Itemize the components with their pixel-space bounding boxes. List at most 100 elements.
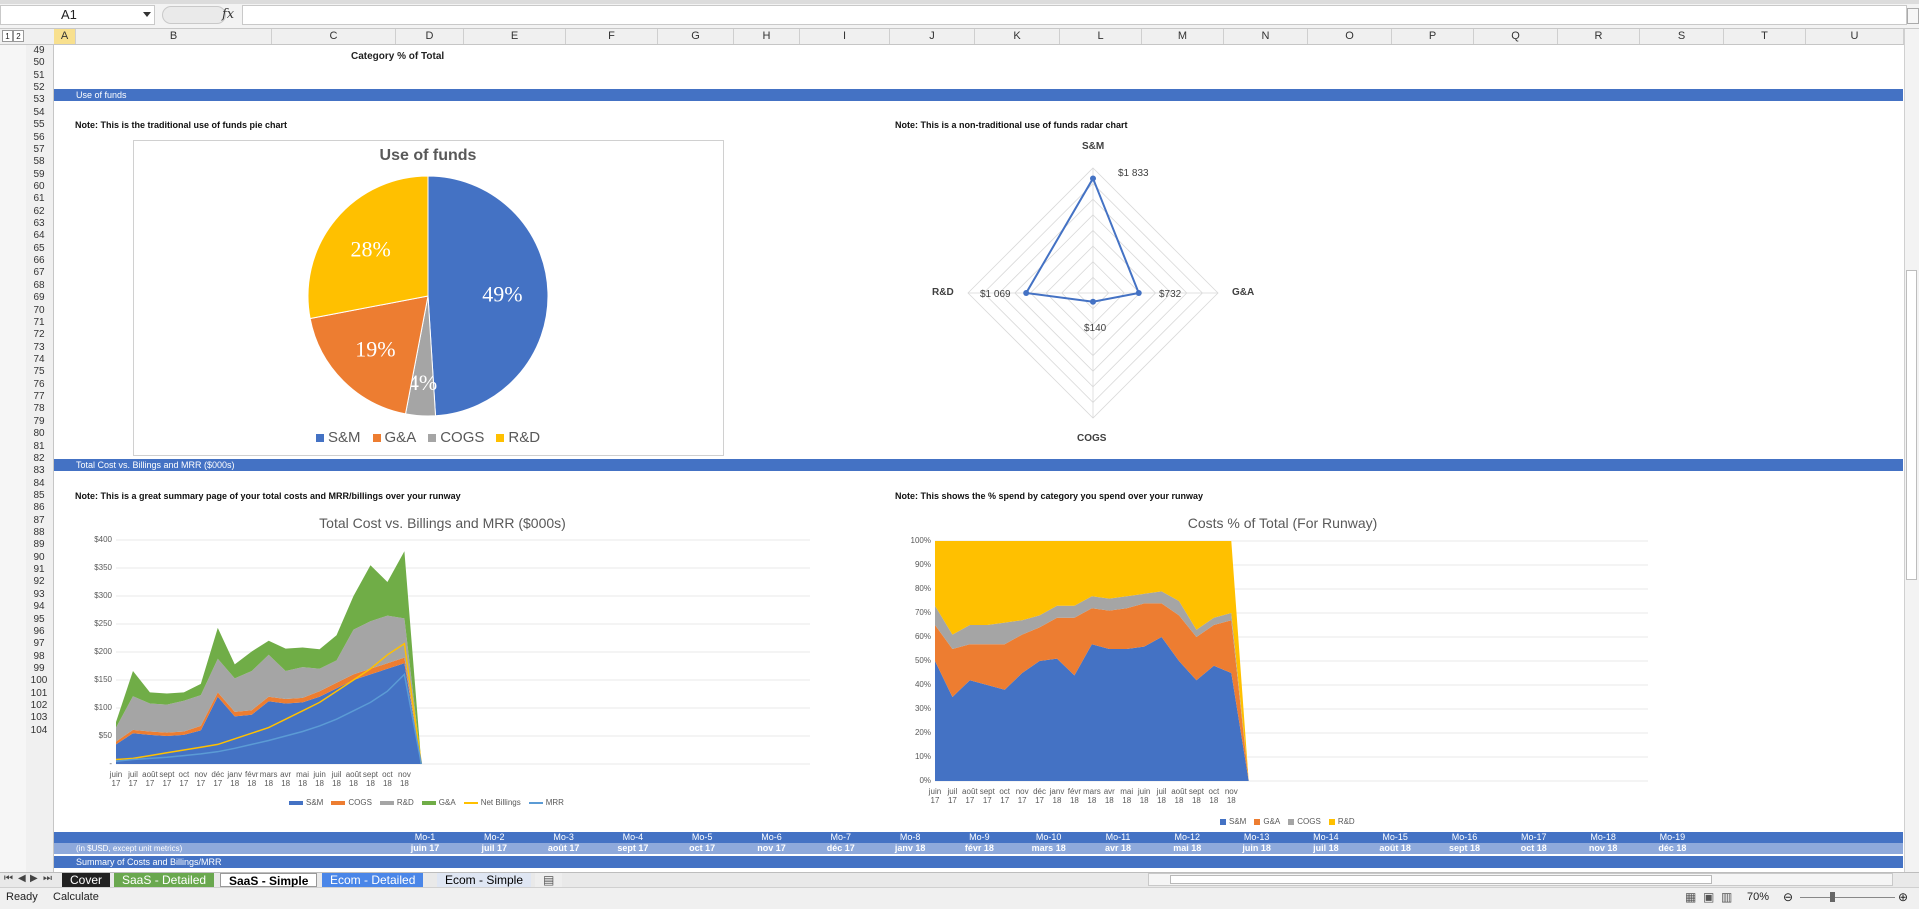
row-header-101[interactable]: 101 [30,688,48,699]
column-header-E[interactable]: E [464,29,566,44]
column-header-F[interactable]: F [566,29,658,44]
row-header-55[interactable]: 55 [33,119,45,130]
row-header-60[interactable]: 60 [33,181,45,192]
column-header-G[interactable]: G [658,29,734,44]
row-header-92[interactable]: 92 [33,576,45,587]
vertical-scroll-thumb[interactable] [1906,270,1917,580]
column-header-Q[interactable]: Q [1474,29,1558,44]
column-header-L[interactable]: L [1060,29,1142,44]
column-header-P[interactable]: P [1392,29,1474,44]
row-header-66[interactable]: 66 [33,255,45,266]
row-header-73[interactable]: 73 [33,342,45,353]
row-header-61[interactable]: 61 [33,193,45,204]
outline-level-2-button[interactable]: 2 [13,30,24,42]
row-header-79[interactable]: 79 [33,416,45,427]
normal-view-icon[interactable]: ▦ [1685,890,1697,904]
row-header-104[interactable]: 104 [30,725,48,736]
row-header-87[interactable]: 87 [33,515,45,526]
row-header-64[interactable]: 64 [33,230,45,241]
column-header-C[interactable]: C [272,29,396,44]
column-header-A[interactable]: A [54,29,76,44]
row-header-56[interactable]: 56 [33,132,45,143]
insert-function-icon[interactable]: fx [222,7,235,22]
row-header-50[interactable]: 50 [33,57,45,68]
prev-sheet-icon[interactable]: ◀ [18,873,26,884]
zoom-out-icon[interactable]: ⊖ [1783,890,1794,904]
page-break-view-icon[interactable]: ▥ [1721,890,1733,904]
row-header-82[interactable]: 82 [33,453,45,464]
chevron-down-icon[interactable] [143,12,151,17]
first-sheet-icon[interactable]: ⏮ [4,873,13,884]
row-header-103[interactable]: 103 [30,712,48,723]
row-header-69[interactable]: 69 [33,292,45,303]
row-header-54[interactable]: 54 [33,107,45,118]
column-header-J[interactable]: J [890,29,975,44]
pie-chart-frame[interactable] [133,140,724,456]
row-header-53[interactable]: 53 [33,94,45,105]
column-header-D[interactable]: D [396,29,464,44]
row-header-74[interactable]: 74 [33,354,45,365]
row-header-76[interactable]: 76 [33,379,45,390]
column-header-B[interactable]: B [76,29,272,44]
insert-sheet-icon[interactable]: ▤ [535,873,563,887]
name-box[interactable]: A1 [0,5,155,25]
radar-chart[interactable] [940,140,1250,440]
tab-saas-detailed[interactable]: SaaS - Detailed [114,873,215,887]
row-header-95[interactable]: 95 [33,614,45,625]
row-header-83[interactable]: 83 [33,465,45,476]
row-header-89[interactable]: 89 [33,539,45,550]
last-sheet-icon[interactable]: ⏭ [43,873,52,884]
next-sheet-icon[interactable]: ▶ [30,873,38,884]
zoom-slider-thumb[interactable] [1830,892,1835,902]
row-header-75[interactable]: 75 [33,366,45,377]
row-header-85[interactable]: 85 [33,490,45,501]
column-header-R[interactable]: R [1558,29,1640,44]
row-header-98[interactable]: 98 [33,651,45,662]
column-header-T[interactable]: T [1724,29,1806,44]
page-layout-view-icon[interactable]: ▣ [1703,890,1715,904]
tab-saas-simple[interactable]: SaaS - Simple [220,873,318,888]
column-header-O[interactable]: O [1308,29,1392,44]
tab-cover[interactable]: Cover [62,873,111,887]
zoom-level[interactable]: 70% [1747,891,1770,903]
column-header-I[interactable]: I [800,29,890,44]
column-header-S[interactable]: S [1640,29,1724,44]
row-header-52[interactable]: 52 [33,82,45,93]
row-header-62[interactable]: 62 [33,206,45,217]
row-header-63[interactable]: 63 [33,218,45,229]
row-header-78[interactable]: 78 [33,403,45,414]
horizontal-scroll-thumb[interactable] [1170,875,1712,884]
row-header-96[interactable]: 96 [33,626,45,637]
tab-ecom-simple[interactable]: Ecom - Simple [437,873,532,887]
row-header-67[interactable]: 67 [33,267,45,278]
pie-chart[interactable]: 49%4%19%28% [300,168,560,428]
row-header-58[interactable]: 58 [33,156,45,167]
column-header-U[interactable]: U [1806,29,1904,44]
row-header-94[interactable]: 94 [33,601,45,612]
row-header-77[interactable]: 77 [33,391,45,402]
tab-ecom-detailed[interactable]: Ecom - Detailed [322,873,424,887]
row-header-91[interactable]: 91 [33,564,45,575]
row-header-93[interactable]: 93 [33,589,45,600]
row-header-65[interactable]: 65 [33,243,45,254]
row-header-80[interactable]: 80 [33,428,45,439]
row-header-71[interactable]: 71 [33,317,45,328]
formula-input[interactable] [242,5,1907,25]
column-header-K[interactable]: K [975,29,1060,44]
zoom-in-icon[interactable]: ⊕ [1898,890,1909,904]
row-header-51[interactable]: 51 [33,70,45,81]
row-header-72[interactable]: 72 [33,329,45,340]
row-header-49[interactable]: 49 [33,45,45,56]
column-header-M[interactable]: M [1142,29,1224,44]
row-header-57[interactable]: 57 [33,144,45,155]
row-header-88[interactable]: 88 [33,527,45,538]
column-header-N[interactable]: N [1224,29,1308,44]
status-calculate[interactable]: Calculate [53,891,99,903]
row-header-97[interactable]: 97 [33,638,45,649]
row-header-84[interactable]: 84 [33,478,45,489]
row-header-100[interactable]: 100 [30,675,48,686]
row-header-90[interactable]: 90 [33,552,45,563]
row-header-68[interactable]: 68 [33,280,45,291]
row-header-70[interactable]: 70 [33,305,45,316]
